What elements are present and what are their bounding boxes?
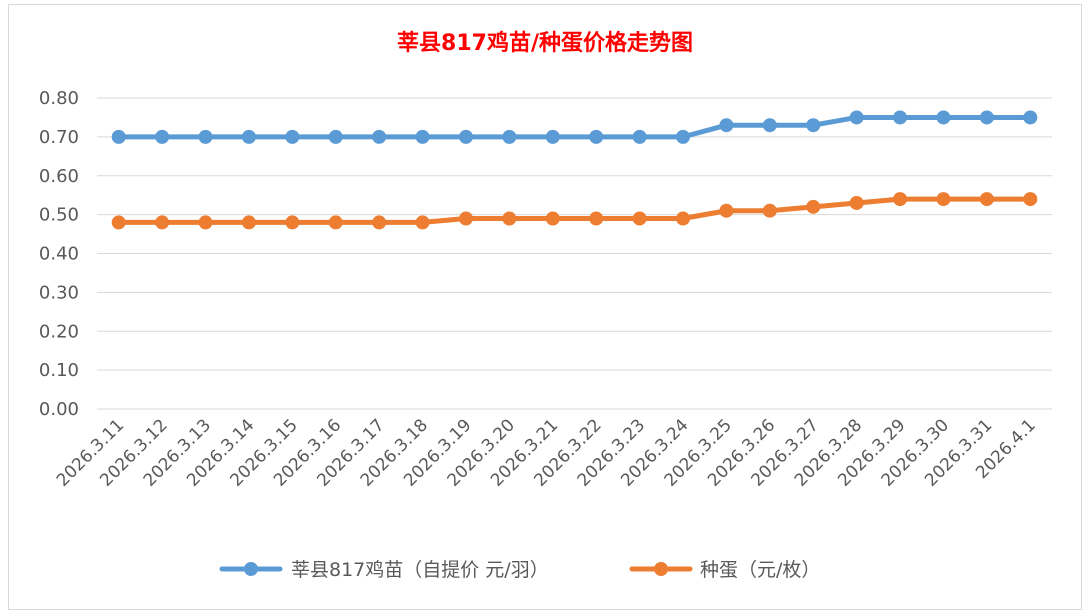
data-point [545,129,560,144]
series-0 [111,110,1038,144]
data-point [111,129,126,144]
data-point [632,211,647,226]
data-point [198,215,213,230]
series-line [116,196,1033,225]
data-point [806,199,821,214]
data-point [241,129,256,144]
gridlines [97,97,1052,410]
data-point [155,215,170,230]
data-point [849,110,864,125]
data-point [415,129,430,144]
data-point [849,195,864,210]
y-tick-label: 0.80 [39,88,79,109]
y-tick-label: 0.50 [39,205,79,226]
series-1 [111,192,1038,230]
legend-label: 种蛋（元/枚） [700,559,820,581]
data-point [458,211,473,226]
y-tick-label: 0.00 [39,399,79,420]
data-point [502,211,517,226]
data-point [719,203,734,218]
data-point [372,215,387,230]
y-tick-label: 0.10 [39,360,79,381]
data-point [328,129,343,144]
data-point [762,203,777,218]
y-tick-label: 0.30 [39,282,79,303]
y-tick-label: 0.70 [39,127,79,148]
data-point [372,129,387,144]
data-point [806,118,821,133]
data-point [285,129,300,144]
data-point [589,211,604,226]
data-point [1023,110,1038,125]
series [111,110,1038,230]
chart-frame [8,4,1082,610]
y-tick-label: 0.20 [39,321,79,342]
data-point [632,129,647,144]
legend-swatch-marker [654,562,668,576]
legend-label: 莘县817鸡苗（自提价 元/羽） [291,559,549,581]
data-point [241,215,256,230]
data-point [111,215,126,230]
data-point [979,192,994,207]
legend-swatch-marker [244,562,258,576]
legend: 莘县817鸡苗（自提价 元/羽） 种蛋（元/枚） [219,559,820,581]
data-point [893,192,908,207]
data-point [936,192,951,207]
y-tick-label: 0.40 [39,244,79,265]
data-point [719,118,734,133]
data-point [676,129,691,144]
data-point [502,129,517,144]
x-axis: 2026.3.112026.3.122026.3.132026.3.142026… [53,415,1040,490]
data-point [458,129,473,144]
data-point [155,129,170,144]
data-point [545,211,560,226]
data-point [1023,192,1038,207]
chart-title: 莘县817鸡苗/种蛋价格走势图 [397,30,693,56]
legend-item: 种蛋（元/枚） [629,559,820,581]
data-point [415,215,430,230]
y-tick-label: 0.60 [39,166,79,187]
data-point [893,110,908,125]
data-point [285,215,300,230]
data-point [676,211,691,226]
y-axis: 0.00 0.10 0.20 0.30 0.40 0.50 0.60 0.70 0.80 [39,88,79,420]
data-point [979,110,994,125]
legend-item: 莘县817鸡苗（自提价 元/羽） [219,559,549,581]
series-line [116,114,1033,140]
data-point [328,215,343,230]
data-point [589,129,604,144]
data-point [936,110,951,125]
data-point [762,118,777,133]
data-point [198,129,213,144]
